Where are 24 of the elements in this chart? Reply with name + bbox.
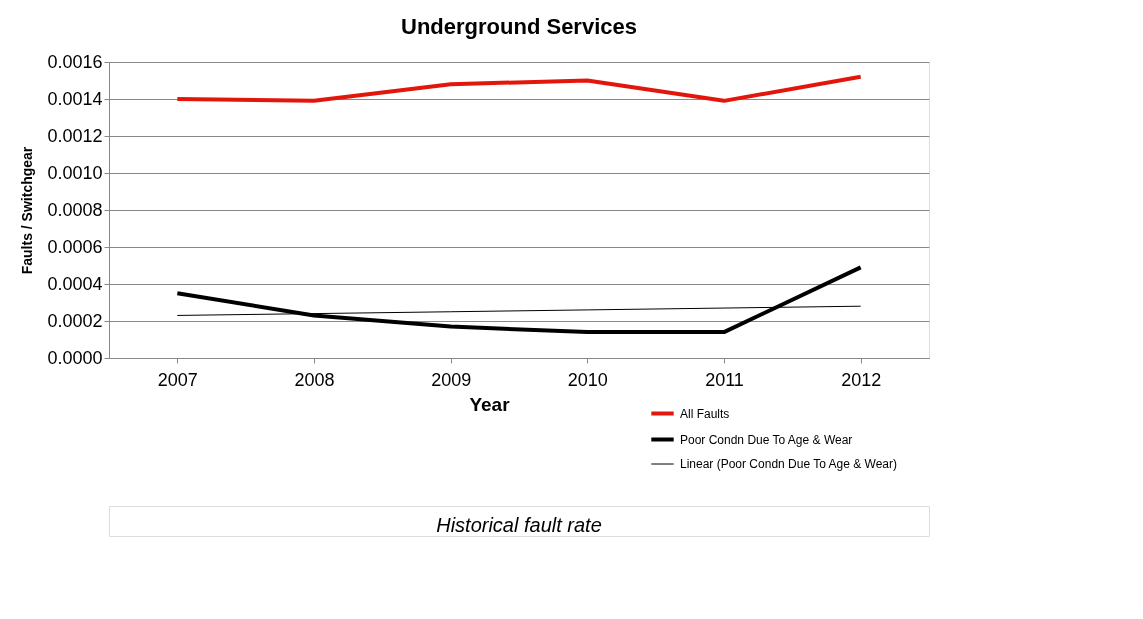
y-tick-label: 0.0002 [47, 310, 103, 331]
x-tick-label: 2010 [567, 369, 608, 390]
y-tick-label: 0.0016 [47, 51, 103, 72]
legend-label: All Faults [680, 406, 730, 421]
y-tick-label: 0.0006 [47, 236, 103, 257]
legend-label: Linear (Poor Condn Due To Age & Wear) [680, 457, 898, 471]
y-tick-label: 0.0012 [47, 125, 103, 146]
x-axis-title: Year [469, 393, 511, 415]
y-axis-title: Faults / Switchgear [19, 146, 36, 275]
x-tick-label: 2008 [294, 369, 335, 390]
y-tick-label: 0.0004 [47, 273, 103, 294]
line-series [175, 265, 863, 335]
y-tick-label: 0.0014 [47, 88, 103, 109]
text: Historical fault rate [436, 514, 602, 536]
y-tick-label: 0.0000 [47, 347, 103, 368]
line-series [175, 74, 863, 103]
x-tick-label: 2009 [431, 369, 472, 390]
x-tick-label: 2011 [705, 369, 744, 390]
x-tick-label: 2007 [157, 369, 198, 390]
y-tick-label: 0.0008 [47, 199, 103, 220]
legend-label: Poor Condn Due To Age & Wear [680, 432, 853, 447]
x-tick-label: 2012 [841, 369, 882, 390]
y-tick-label: 0.0010 [47, 162, 103, 183]
chart-title: Underground Services [401, 14, 637, 39]
